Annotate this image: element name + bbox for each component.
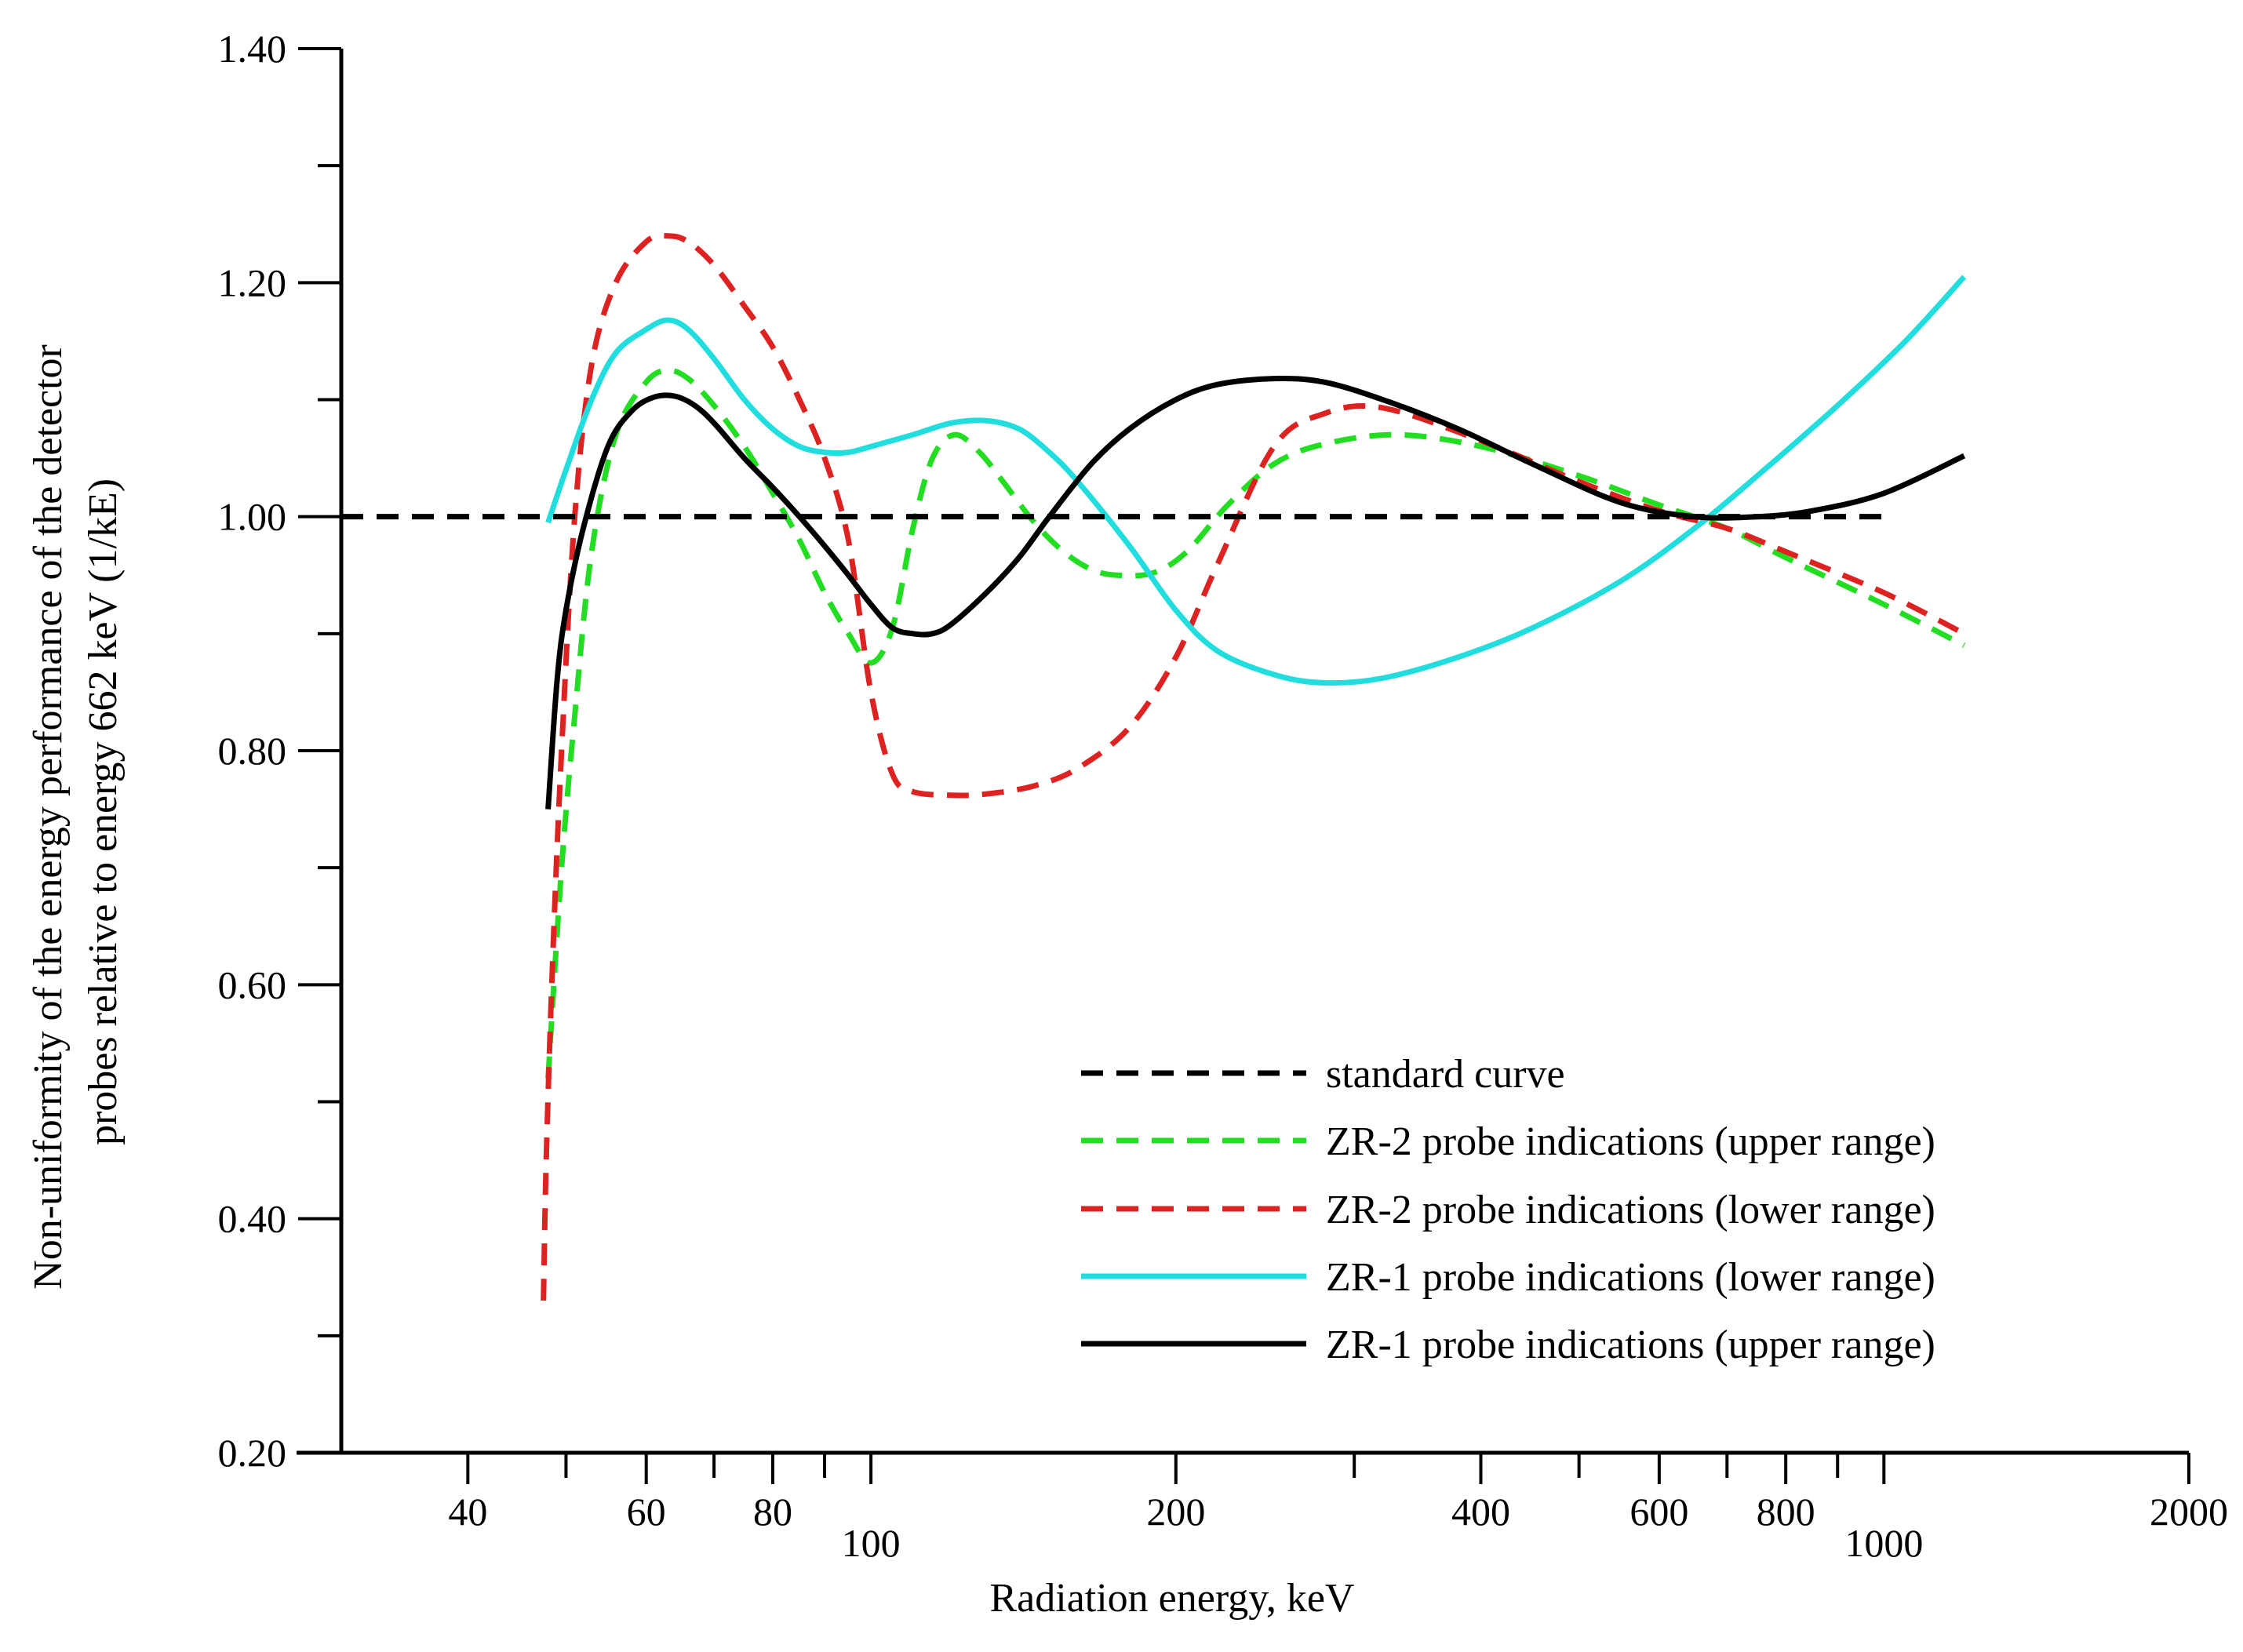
y-tick-label: 0.20 <box>218 1431 287 1475</box>
legend-label-4: ZR-1 probe indications (upper range) <box>1326 1323 1935 1367</box>
x-tick-label: 400 <box>1451 1490 1510 1534</box>
legend-label-3: ZR-1 probe indications (lower range) <box>1326 1255 1935 1300</box>
legend-label-2: ZR-2 probe indications (lower range) <box>1326 1188 1935 1232</box>
x-tick-label: 1000 <box>1844 1521 1923 1565</box>
x-tick-label: 600 <box>1629 1490 1688 1534</box>
x-tick-label: 800 <box>1757 1490 1815 1534</box>
x-tick-label: 80 <box>753 1490 792 1534</box>
x-axis-title: Radiation energy, keV <box>990 1576 1355 1621</box>
x-tick-label: 2000 <box>2150 1490 2228 1534</box>
x-tick-label: 200 <box>1146 1490 1205 1534</box>
x-tick-label: 40 <box>448 1490 487 1534</box>
y-axis-title-line-2: probes relative to energy 662 keV (1/kE) <box>81 478 126 1145</box>
legend-label-0: standard curve <box>1326 1052 1565 1097</box>
y-tick-label: 1.20 <box>218 260 287 304</box>
x-tick-label: 60 <box>627 1490 666 1534</box>
legend: standard curve ZR-2 probe indications (up… <box>1081 1052 1935 1367</box>
y-tick-label: 0.40 <box>218 1197 287 1241</box>
y-tick-label: 0.80 <box>218 729 287 773</box>
series-line-4 <box>545 375 1966 810</box>
y-tick-label: 0.60 <box>218 962 287 1006</box>
y-axis-title: Non-uniformity of the energy performance… <box>26 334 126 1290</box>
y-tick-label: 1.00 <box>218 495 287 539</box>
y-axis-title-line-1: Non-uniformity of the energy performance… <box>26 344 71 1290</box>
legend-label-1: ZR-2 probe indications (upper range) <box>1326 1119 1935 1164</box>
y-tick-label: 1.40 <box>218 27 287 71</box>
series-layer <box>341 232 1967 1301</box>
x-tick-label: 100 <box>842 1521 901 1565</box>
series-line-3 <box>545 275 1967 686</box>
axes: 0.20 0.40 0.60 0.80 1.00 1.20 1.40 40 60 80 100 200… <box>218 27 2229 1565</box>
